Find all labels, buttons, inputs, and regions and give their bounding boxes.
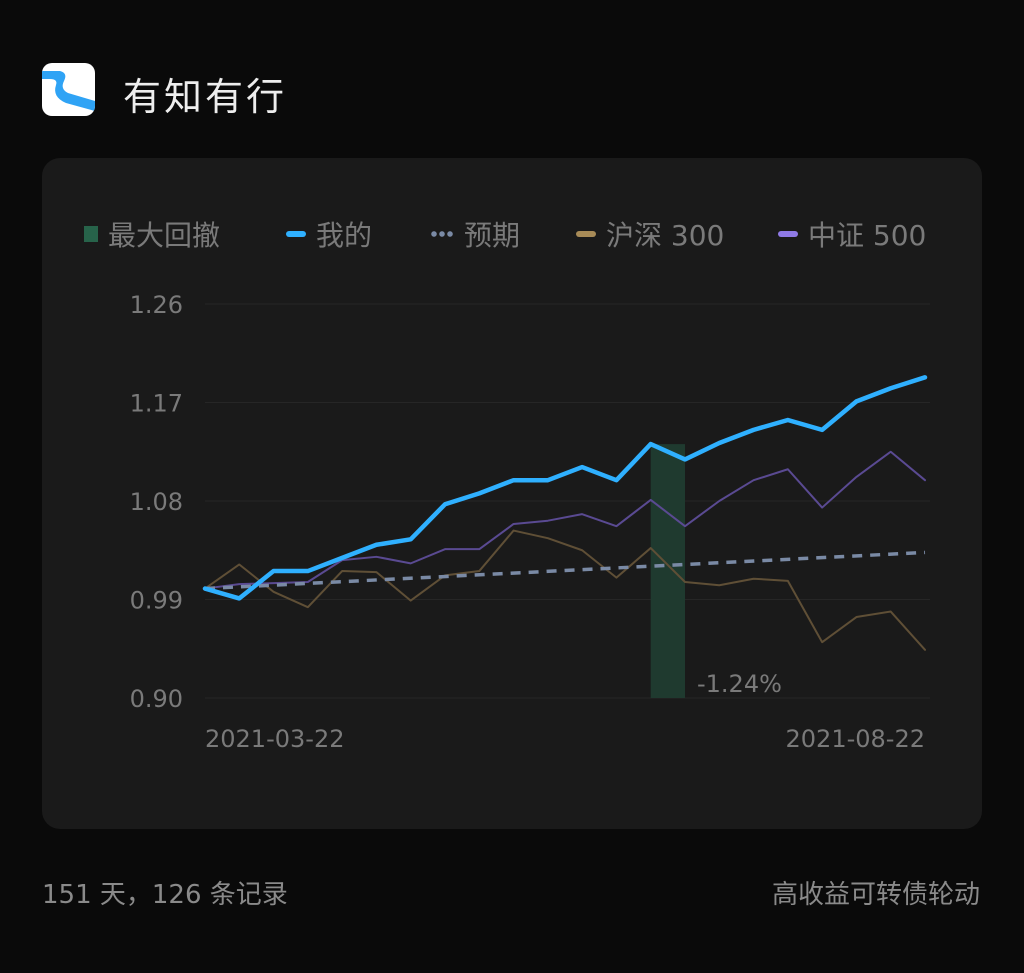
legend-item-mine[interactable]: 我的: [286, 214, 372, 254]
legend-label: 中证 500: [808, 219, 927, 252]
legend-item-zz500[interactable]: 中证 500: [778, 214, 926, 254]
chart-card: [42, 158, 982, 829]
chart-legend: 最大回撤 我的 预期 沪深 300 中证 500: [42, 214, 982, 252]
x-tick-label: 2021-08-22: [786, 725, 925, 753]
max-drawdown-label: -1.24%: [697, 670, 782, 698]
strategy-name[interactable]: 高收益可转债轮动: [771, 880, 980, 910]
legend-label: 最大回撤: [108, 219, 221, 252]
y-tick-label: 0.90: [130, 685, 183, 713]
app-logo: [42, 63, 95, 116]
legend-label: 我的: [316, 219, 373, 252]
river-logo-icon: [42, 71, 95, 111]
legend-item-max-drawdown[interactable]: 最大回撤: [84, 214, 220, 254]
series-line-mine: [202, 375, 928, 601]
x-tick-label: 2021-03-22: [205, 725, 344, 753]
legend-label: 沪深 300: [606, 219, 725, 252]
max-drawdown-band: [650, 444, 685, 698]
legend-swatch: [286, 231, 306, 237]
series-line-hs300: [204, 529, 926, 651]
series-line-expected: [204, 550, 926, 591]
legend-item-hs300[interactable]: 沪深 300: [576, 214, 724, 254]
legend-swatch: [84, 226, 98, 242]
legend-label: 预期: [464, 219, 521, 252]
legend-swatch: [430, 231, 454, 237]
y-tick-label: 1.26: [130, 291, 183, 319]
legend-swatch: [576, 231, 596, 237]
legend-swatch: [778, 231, 798, 237]
series-line-zz500: [204, 450, 926, 590]
record-summary: 151 天，126 条记录: [42, 880, 288, 910]
y-tick-label: 1.08: [130, 488, 183, 516]
y-tick-label: 1.17: [130, 390, 183, 418]
y-tick-label: 0.99: [130, 587, 183, 615]
app-title: 有知有行: [123, 75, 288, 119]
legend-item-expected[interactable]: 预期: [430, 214, 520, 254]
